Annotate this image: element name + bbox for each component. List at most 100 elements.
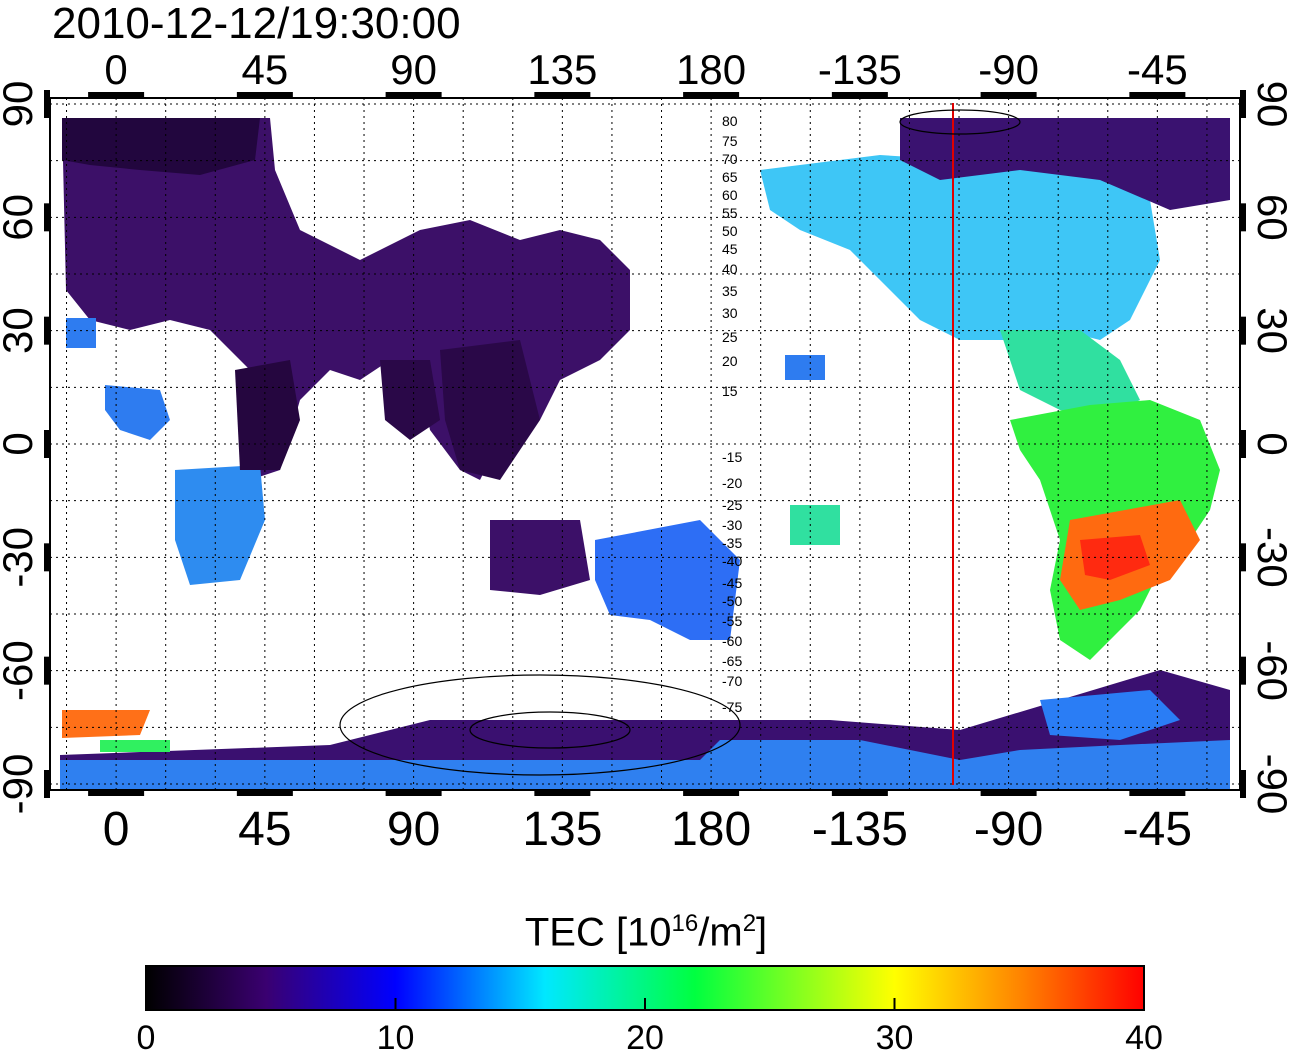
lat-tick-label-left: -90 <box>0 754 41 815</box>
frame-bar-left <box>44 316 50 345</box>
lon-tick-label-top: -90 <box>978 46 1039 93</box>
right-latitude-labels: 90 60 30 0 -30 -60 -90 <box>1249 81 1292 815</box>
contour-label: -70 <box>722 673 742 689</box>
tec-patch-east-africa-dark <box>235 360 300 470</box>
lat-tick-label-left: -60 <box>0 640 41 701</box>
frame-bar-bottom <box>980 790 1037 796</box>
contour-label: 70 <box>722 151 738 167</box>
contour-label: -60 <box>722 633 742 649</box>
tec-patch-south-america-core <box>1080 535 1150 580</box>
tec-patch-east-atlantic <box>66 318 96 348</box>
lon-tick-label-bottom: -90 <box>974 803 1043 856</box>
colorbar-label: 20 <box>626 1019 664 1057</box>
lon-tick-label-top: 0 <box>104 46 127 93</box>
frame-bar-right <box>1240 203 1246 232</box>
frame-bar-right <box>1240 770 1246 798</box>
contour-labels: 80 75 70 65 60 55 50 45 40 35 30 25 20 15 -15 -20 -25 -30… <box>722 113 742 715</box>
tec-patch-east-australia <box>595 520 740 640</box>
frame-bar-top <box>831 92 888 98</box>
frame-bar-left <box>44 770 50 798</box>
lat-tick-label-left: -30 <box>0 527 41 588</box>
lon-tick-label-top: -135 <box>818 46 902 93</box>
lon-tick-label-top: 90 <box>390 46 437 93</box>
contour-label: 30 <box>722 305 738 321</box>
frame-bar-top <box>980 92 1037 98</box>
colorbar-title: TEC [1016/m2] <box>524 910 768 955</box>
contour-oval-south-inner <box>469 711 631 749</box>
tec-patch-arctic-canada <box>900 118 1230 210</box>
frame-bar-bottom <box>534 790 591 796</box>
colorbar-label: 0 <box>136 1019 156 1057</box>
frame-bar-left <box>44 203 50 232</box>
tec-patch-west-australia <box>490 520 590 595</box>
lat-tick-label-right: -90 <box>1249 754 1292 815</box>
frame-bar-bottom <box>683 790 740 796</box>
frame-bar-top <box>236 92 293 98</box>
contour-label: 55 <box>722 205 738 221</box>
frame-bar-top <box>534 92 591 98</box>
frame-bar-left <box>44 656 50 685</box>
contour-label: 15 <box>722 383 738 399</box>
contour-label: -75 <box>722 699 742 715</box>
frame-bar-right <box>1240 656 1246 685</box>
tec-patch-pacific-green <box>790 505 840 545</box>
tec-patch-central-america <box>1000 330 1140 420</box>
frame-bar-left <box>44 430 50 458</box>
frame-bar-right <box>1240 430 1246 458</box>
contour-label: 80 <box>722 113 738 129</box>
lat-tick-label-right: -30 <box>1249 527 1292 588</box>
lon-tick-label-bottom: 0 <box>103 803 130 856</box>
lat-tick-label-right: 0 <box>1249 432 1292 455</box>
colorbar-label: 10 <box>376 1019 415 1057</box>
tec-patch-india-dark <box>380 360 440 440</box>
lat-tick-label-right: 90 <box>1249 81 1292 128</box>
contour-label: 35 <box>722 283 738 299</box>
lon-tick-label-top: 180 <box>676 46 746 93</box>
tec-patch-hawaii <box>785 355 825 380</box>
contour-label: 65 <box>722 169 738 185</box>
colorbar-ticks <box>145 998 1145 1010</box>
contour-label: 45 <box>722 241 738 257</box>
tec-patch-antarctic-green <box>100 740 170 752</box>
lon-tick-label-bottom: 180 <box>671 803 751 856</box>
colorbar-label: 40 <box>1125 1019 1163 1057</box>
contour-label: -20 <box>722 475 742 491</box>
lon-tick-label-bottom: 135 <box>522 803 602 856</box>
lat-tick-label-right: 60 <box>1249 194 1292 241</box>
tec-patch-china-dark <box>440 340 540 480</box>
lat-tick-label-right: 30 <box>1249 307 1292 354</box>
contour-label: 50 <box>722 223 738 239</box>
lon-tick-label-bottom: 90 <box>387 803 440 856</box>
contour-label: 20 <box>722 353 738 369</box>
contour-label: -35 <box>722 535 742 551</box>
lat-tick-label-left: 90 <box>0 81 41 128</box>
frame-bar-top <box>683 92 740 98</box>
tec-patch-antarctic-blue <box>60 740 1230 790</box>
frame-bar-right <box>1240 316 1246 345</box>
lat-tick-label-left: 0 <box>0 432 41 455</box>
contour-label: -30 <box>722 517 742 533</box>
map-timestamp: 2010-12-12/19:30:00 <box>52 0 461 48</box>
magnetic-latitude-contours <box>339 109 1021 776</box>
frame-bar-left <box>44 543 50 572</box>
contour-label: -55 <box>722 613 742 629</box>
lat-tick-label-left: 60 <box>0 194 41 241</box>
contour-label: -25 <box>722 497 742 513</box>
frame-bar-bottom <box>385 790 442 796</box>
contour-label: 40 <box>722 261 738 277</box>
frame-bar-bottom <box>831 790 888 796</box>
contour-label: -40 <box>722 553 742 569</box>
frame-bar-right <box>1240 543 1246 572</box>
contour-label: 75 <box>722 133 738 149</box>
lon-tick-label-bottom: 45 <box>238 803 291 856</box>
contour-label: -50 <box>722 593 742 609</box>
lon-tick-label-bottom: -135 <box>812 803 908 856</box>
contour-label: -15 <box>722 449 742 465</box>
tec-patch-west-africa <box>105 385 170 440</box>
left-latitude-labels: 90 60 30 0 -30 -60 -90 <box>0 81 41 815</box>
frame-bar-bottom <box>236 790 293 796</box>
contour-oval-south-outer <box>339 674 741 776</box>
top-longitude-labels: 0 45 90 135 180 -135 -90 -45 <box>104 46 1187 93</box>
contour-label: -45 <box>722 575 742 591</box>
